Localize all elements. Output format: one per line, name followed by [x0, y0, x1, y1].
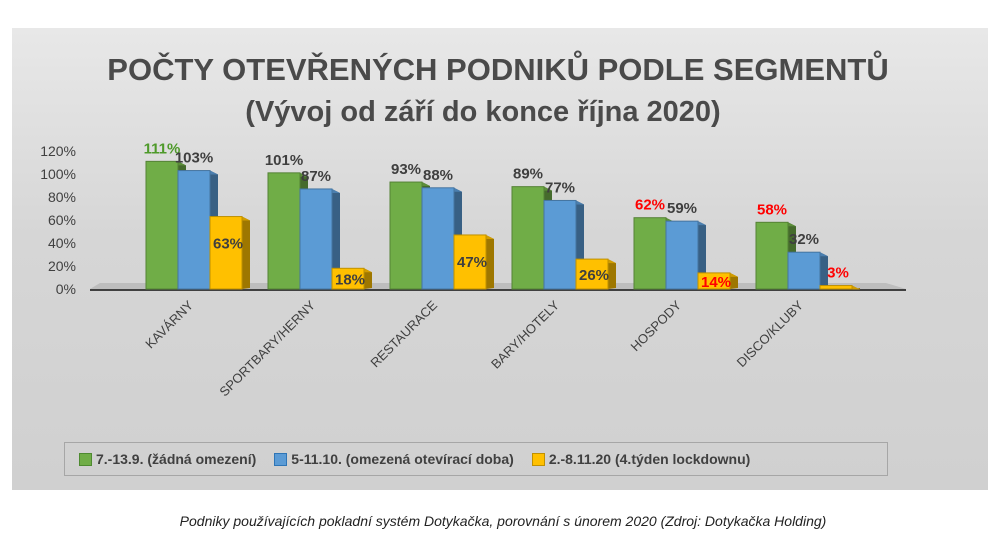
chart-legend: 7.-13.9. (žádná omezení) 5-11.10. (omeze…	[64, 442, 888, 476]
bar	[575, 258, 609, 290]
bar	[209, 216, 243, 290]
data-label: 58%	[757, 201, 787, 218]
legend-swatch-series-2	[274, 452, 288, 466]
bar	[267, 172, 301, 290]
bar	[665, 220, 699, 290]
bar	[331, 267, 365, 290]
data-label: 103%	[175, 150, 213, 167]
data-label: 111%	[144, 140, 181, 157]
bar	[511, 186, 545, 290]
bar	[177, 170, 211, 290]
legend-label-series-2: 5-11.10. (omezená otevírací doba)	[291, 451, 514, 467]
y-tick-label: 60%	[48, 212, 76, 228]
bar	[697, 272, 731, 290]
chart-subtitle: (Vývoj od září do konce října 2020)	[245, 96, 721, 128]
y-tick-label: 20%	[48, 258, 76, 274]
data-label: 47%	[457, 254, 487, 271]
x-tick-label: SPORTBARY/HERNY	[216, 297, 318, 399]
data-label: 89%	[513, 166, 543, 183]
data-label: 3%	[827, 265, 849, 282]
bar	[145, 160, 179, 290]
y-tick-label: 120%	[40, 143, 76, 159]
x-tick-label: BARY/HOTELY	[488, 297, 562, 371]
bar	[389, 181, 423, 290]
bar	[453, 234, 487, 290]
bar	[299, 188, 333, 290]
bar	[787, 251, 821, 290]
data-label: 32%	[789, 231, 819, 248]
y-tick-label: 80%	[48, 189, 76, 205]
data-label: 77%	[545, 179, 575, 196]
legend-item-series-2: 5-11.10. (omezená otevírací doba)	[274, 451, 514, 467]
bar-side	[820, 252, 828, 289]
data-label: 93%	[391, 161, 421, 178]
x-tick-label: HOSPODY	[628, 297, 685, 354]
x-tick-label: RESTAURACE	[367, 297, 440, 370]
y-tick-label: 100%	[40, 166, 76, 182]
chart-title: POČTY OTEVŘENÝCH PODNIKŮ PODLE SEGMENTŮ	[107, 52, 889, 87]
data-label: 59%	[667, 200, 697, 217]
x-tick-label: KAVÁRNY	[142, 297, 196, 351]
bar	[755, 221, 789, 290]
chart-caption: Podniky používajících pokladní systém Do…	[179, 513, 827, 529]
data-label: 87%	[301, 168, 331, 185]
data-label: 26%	[579, 267, 609, 284]
bar	[421, 187, 455, 290]
legend-swatch-series-1	[79, 452, 92, 466]
bar-side	[486, 234, 494, 289]
bar	[633, 217, 667, 290]
x-tick-label: DISCO/KLUBY	[734, 297, 807, 370]
bar-side	[608, 259, 616, 289]
bar	[819, 285, 853, 290]
bar-side	[242, 216, 250, 289]
data-label: 88%	[423, 167, 453, 184]
bar	[543, 199, 577, 290]
y-tick-label: 40%	[48, 235, 76, 251]
data-label: 101%	[265, 152, 303, 169]
data-label: 63%	[213, 236, 243, 253]
data-label: 62%	[635, 197, 665, 214]
legend-item-series-1: 7.-13.9. (žádná omezení)	[79, 451, 256, 467]
legend-item-series-3: 2.-8.11.20 (4.týden lockdownu)	[531, 451, 751, 467]
data-label: 14%	[701, 274, 731, 291]
bar-side	[698, 221, 706, 289]
legend-swatch-series-3	[531, 452, 545, 466]
y-tick-label: 0%	[56, 281, 76, 297]
legend-label-series-1: 7.-13.9. (žádná omezení)	[96, 451, 257, 467]
bar-side	[730, 272, 738, 289]
data-label: 18%	[335, 272, 365, 289]
bar-side	[332, 188, 340, 289]
bar-side	[364, 268, 372, 289]
legend-label-series-3: 2.-8.11.20 (4.týden lockdownu)	[548, 451, 751, 467]
